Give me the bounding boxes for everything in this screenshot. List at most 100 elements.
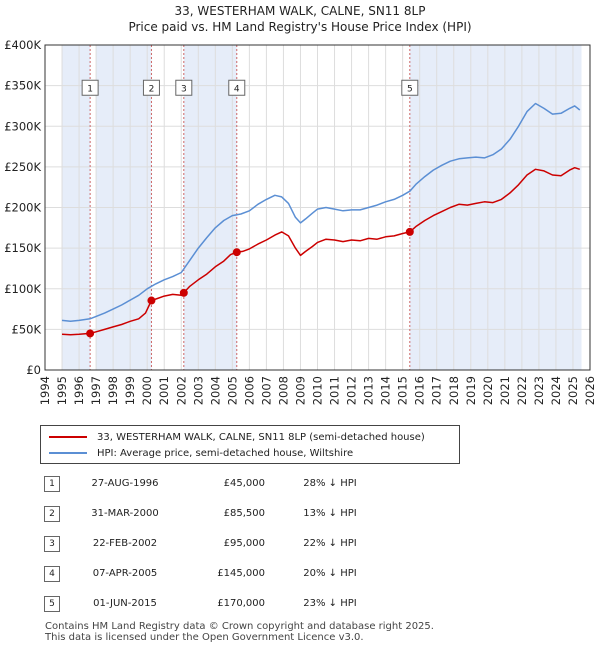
transaction-points	[86, 227, 414, 338]
legend-swatch-blue	[49, 452, 87, 454]
x-tick-label: 2014	[379, 376, 393, 405]
transaction-point	[147, 296, 156, 305]
x-tick-label: 2006	[242, 376, 256, 405]
x-tick-label: 2009	[293, 376, 307, 405]
table-row: 4 07-APR-2005 £145,000 20% ↓ HPI	[40, 562, 460, 592]
legend-label-property: 33, WESTERHAM WALK, CALNE, SN11 8LP (sem…	[97, 431, 425, 443]
x-tick-label: 2017	[430, 376, 444, 405]
x-tick-label: 2008	[276, 376, 290, 405]
txn-number-badge: 1	[44, 476, 60, 492]
x-tick-label: 2019	[464, 376, 478, 405]
transaction-marker-box	[401, 79, 419, 96]
x-tick-label: 1995	[55, 376, 69, 405]
txn-date: 31-MAR-2000	[91, 508, 159, 519]
legend-item-hpi: HPI: Average price, semi-detached house,…	[49, 445, 353, 461]
x-tick-label: 2012	[345, 376, 359, 405]
x-tick-label: 2005	[225, 376, 239, 405]
series-line-hpi	[61, 102, 581, 323]
txn-price: £170,000	[217, 598, 265, 609]
txn-hpi-diff: 20% ↓ HPI	[303, 568, 357, 579]
y-tick-label: £400K	[4, 38, 41, 52]
transaction-markers: 1 2 3 4 5	[81, 79, 419, 96]
txn-price: £95,000	[223, 538, 265, 549]
transaction-marker-box	[81, 79, 99, 96]
x-tick-label: 1999	[123, 376, 137, 405]
chart-title-line2: Price paid vs. HM Land Registry's House …	[128, 20, 471, 34]
legend-item-property: 33, WESTERHAM WALK, CALNE, SN11 8LP (sem…	[49, 429, 425, 445]
plot-frame	[44, 44, 591, 371]
txn-hpi-diff: 23% ↓ HPI	[303, 598, 357, 609]
txn-hpi-diff: 13% ↓ HPI	[303, 508, 357, 519]
txn-hpi-diff: 22% ↓ HPI	[303, 538, 357, 549]
transaction-marker-box	[142, 79, 160, 96]
x-tick-label: 2026	[583, 376, 597, 405]
table-row: 3 22-FEB-2002 £95,000 22% ↓ HPI	[40, 532, 460, 562]
x-tick-label: 2010	[311, 376, 325, 405]
transaction-point	[405, 227, 414, 236]
legend: 33, WESTERHAM WALK, CALNE, SN11 8LP (sem…	[40, 425, 460, 464]
transaction-marker-label: 2	[149, 84, 155, 94]
txn-number-badge: 2	[44, 506, 60, 522]
legend-swatch-red	[49, 436, 87, 438]
y-tick-label: £100K	[4, 282, 41, 296]
txn-date: 22-FEB-2002	[92, 538, 158, 549]
x-tick-label: 2021	[498, 376, 512, 405]
x-tick-label: 2025	[566, 376, 580, 405]
x-tick-label: 2016	[413, 376, 427, 405]
x-tick-label: 2001	[157, 376, 171, 405]
footer-licence: This data is licensed under the Open Gov…	[45, 632, 364, 643]
x-tick-label: 2013	[362, 376, 376, 405]
y-tick-label: £0	[26, 363, 41, 377]
txn-hpi-diff: 28% ↓ HPI	[303, 478, 357, 489]
x-tick-label: 2018	[447, 376, 461, 405]
legend-label-hpi: HPI: Average price, semi-detached house,…	[97, 447, 354, 459]
x-tick-label: 2007	[259, 376, 273, 405]
y-axis-ticks: £0 £50K £100K £150K £200K £250K £300K £350K £400…	[4, 38, 41, 377]
y-tick-label: £150K	[4, 241, 41, 255]
table-row: 1 27-AUG-1996 £45,000 28% ↓ HPI	[40, 472, 460, 502]
footer: Contains HM Land Registry data © Crown c…	[45, 621, 434, 643]
txn-date: 01-JUN-2015	[93, 598, 157, 609]
txn-date: 27-AUG-1996	[91, 478, 159, 489]
chart-title-line1: 33, WESTERHAM WALK, CALNE, SN11 8LP	[175, 4, 426, 18]
x-tick-label: 2000	[140, 376, 154, 405]
txn-date: 07-APR-2005	[92, 568, 158, 579]
transaction-marker-box	[175, 79, 193, 96]
x-axis-ticks: 1994 1995 1996 1997 1998 1999 2000 2001 2002 2003…	[38, 376, 597, 405]
transaction-marker-label: 1	[87, 84, 93, 94]
y-tick-label: £250K	[4, 160, 41, 174]
x-tick-label: 2011	[328, 376, 342, 405]
txn-price: £85,500	[223, 508, 265, 519]
y-tick-label: £50K	[12, 322, 42, 336]
transaction-marker-label: 5	[407, 84, 413, 94]
x-tick-label: 1998	[106, 376, 120, 405]
x-tick-label: 2024	[549, 376, 563, 405]
transaction-marker-label: 4	[234, 84, 240, 94]
table-row: 5 01-JUN-2015 £170,000 23% ↓ HPI	[40, 592, 460, 622]
transaction-point	[179, 288, 188, 297]
transaction-point	[232, 248, 241, 257]
x-tick-label: 2004	[208, 376, 222, 405]
transaction-point	[86, 329, 95, 338]
footer-copyright: Contains HM Land Registry data © Crown c…	[45, 621, 434, 632]
table-row: 2 31-MAR-2000 £85,500 13% ↓ HPI	[40, 502, 460, 532]
txn-price: £45,000	[223, 478, 265, 489]
x-tick-label: 2023	[532, 376, 546, 405]
y-tick-label: £300K	[4, 119, 41, 133]
txn-number-badge: 4	[44, 566, 60, 582]
x-tick-label: 2002	[174, 376, 188, 405]
y-tick-label: £200K	[4, 201, 41, 215]
txn-price: £145,000	[217, 568, 265, 579]
x-tick-label: 1994	[38, 376, 52, 405]
x-tick-label: 2003	[191, 376, 205, 405]
transactions-table: 1 27-AUG-1996 £45,000 28% ↓ HPI 2 31-MAR…	[40, 472, 460, 622]
x-tick-label: 2015	[396, 376, 410, 405]
txn-number-badge: 5	[44, 596, 60, 612]
transaction-marker-label: 3	[181, 84, 187, 94]
x-tick-label: 2022	[515, 376, 529, 405]
y-tick-label: £350K	[4, 79, 41, 93]
txn-number-badge: 3	[44, 536, 60, 552]
transaction-marker-box	[228, 79, 246, 96]
x-tick-label: 1997	[89, 376, 103, 405]
x-tick-label: 1996	[72, 376, 86, 405]
